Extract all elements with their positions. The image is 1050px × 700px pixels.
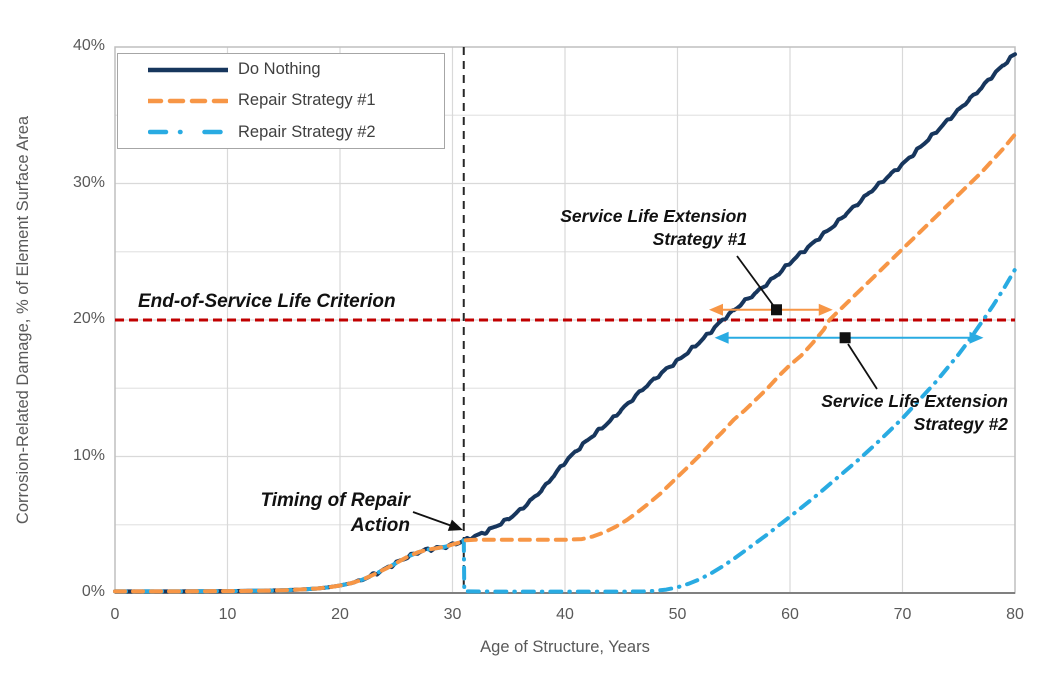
sle2-arrow-right-arrowhead [969,331,984,344]
legend-item-repair-strategy-2: Repair Strategy #2 [118,117,444,147]
timing-arrowhead [447,519,463,531]
end-of-service-life-annotation: End-of-Service Life Criterion [138,291,396,312]
y-axis-title: Corrosion-Related Damage, % of Element S… [14,115,32,525]
legend-item-repair-strategy-1: Repair Strategy #1 [118,86,444,116]
sle1-leader-line [736,255,774,306]
legend-label: Repair Strategy #2 [238,122,376,141]
y-tick-label: 0% [81,583,105,600]
x-tick-label: 60 [781,606,799,623]
x-tick-label: 0 [110,606,120,623]
sle1-arrow-square-marker [771,304,782,316]
sle1-arrow-right-arrowhead [818,303,833,316]
sle2-leader-line [847,343,878,390]
x-tick-label: 20 [331,606,349,623]
y-tick-label: 40% [72,37,105,54]
series-curve-3 [113,267,1017,594]
x-tick-label: 80 [1006,606,1024,623]
legend-item-do-nothing: Do Nothing [118,55,444,85]
dashed-line-icon [148,98,228,104]
y-tick-label: 20% [72,310,105,327]
x-tick-label: 50 [668,606,687,623]
y-tick-label: 10% [72,446,105,464]
sle2-arrow-left-arrowhead [714,331,729,344]
legend-label: Do Nothing [238,60,321,79]
annotation-line: Service Life Extension [560,206,747,226]
x-axis-title: Age of Structure, Years [480,638,650,656]
sle2-arrow-square-marker [839,332,851,344]
timing-of-repair-annotation: Timing of Repair Action [150,488,410,538]
chart-legend: Do Nothing Repair Strategy #1 Repair Str… [117,53,445,149]
service-life-extension-2-annotation: Service Life Extension Strategy #2 [748,390,1008,436]
dash-dot-line-icon [148,130,228,135]
x-tick-label: 40 [556,606,574,623]
timing-leader-line [412,511,453,527]
solid-line-icon [148,67,228,72]
annotation-line: Service Life Extension [821,391,1008,411]
sle1-arrow-left-arrowhead [709,303,723,316]
y-tick-label: 30% [72,173,105,191]
annotation-line: Strategy #1 [652,229,747,250]
annotation-line: Action [350,515,410,537]
annotation-line: Strategy #2 [913,414,1008,435]
x-tick-label: 30 [443,606,462,623]
x-tick-label: 70 [893,606,912,623]
annotation-line: Timing of Repair [260,490,410,511]
series-curve-2 [113,132,1017,594]
x-tick-label: 10 [218,606,237,623]
service-life-extension-1-annotation: Service Life Extension Strategy #1 [487,205,747,251]
legend-label: Repair Strategy #1 [238,91,376,110]
